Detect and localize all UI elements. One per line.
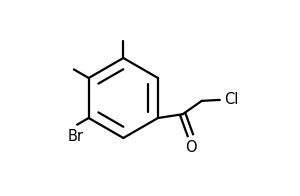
Text: Br: Br [67,129,83,144]
Text: O: O [185,140,197,155]
Text: Cl: Cl [224,92,238,107]
